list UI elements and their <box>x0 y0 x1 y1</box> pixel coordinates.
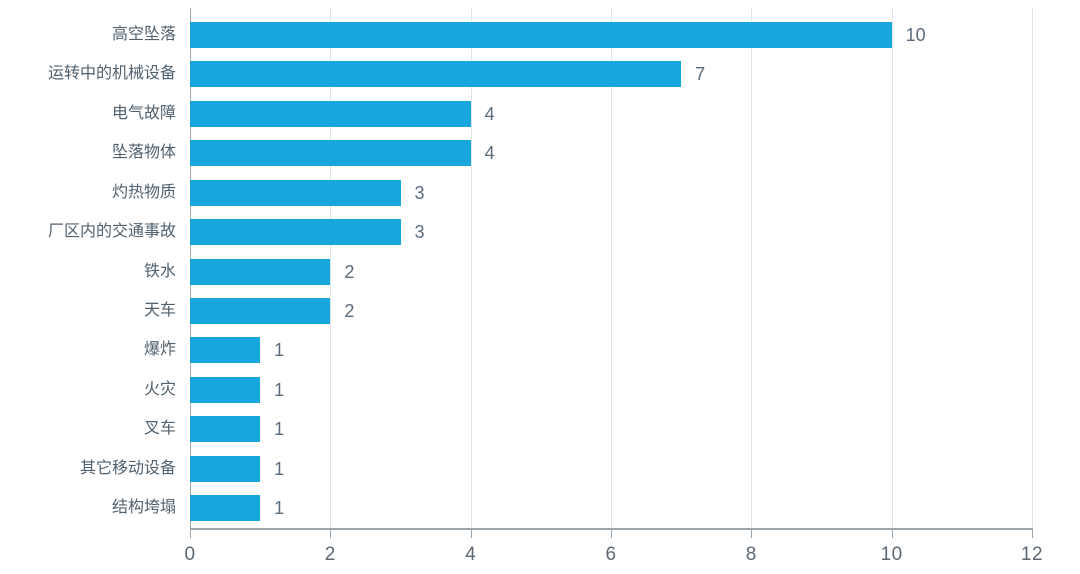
x-axis-tick-label: 4 <box>465 544 477 565</box>
value-label: 2 <box>344 301 355 322</box>
bar <box>190 455 261 482</box>
value-label: 4 <box>484 103 495 124</box>
x-axis-tick-label: 2 <box>324 544 336 565</box>
chart-row: 铁水 2 <box>0 252 1080 291</box>
bar <box>190 219 401 246</box>
chart-row: 火灾 1 <box>0 370 1080 409</box>
chart-row: 其它移动设备 1 <box>0 449 1080 488</box>
chart-row: 灼热物质 3 <box>0 173 1080 212</box>
chart-row: 坠落物体 4 <box>0 133 1080 172</box>
category-label: 灼热物质 <box>111 183 176 201</box>
x-axis-tick-label: 12 <box>1020 544 1044 565</box>
value-label: 1 <box>274 340 285 361</box>
x-axis-tick-label: 8 <box>745 544 757 565</box>
bar <box>190 416 261 443</box>
value-label: 1 <box>274 379 285 400</box>
chart-row: 高空坠落 10 <box>0 15 1080 54</box>
bar <box>190 100 471 127</box>
x-axis-tick-label: 6 <box>605 544 617 565</box>
bar <box>190 21 892 48</box>
gridline-x-2 <box>330 8 332 528</box>
value-label: 3 <box>414 222 425 243</box>
gridline-x-10 <box>891 8 893 528</box>
gridline-x-8 <box>751 8 753 528</box>
bar <box>190 258 331 285</box>
chart-row: 电气故障 4 <box>0 94 1080 133</box>
category-label: 其它移动设备 <box>79 459 176 477</box>
chart-row: 天车 2 <box>0 291 1080 330</box>
x-axis-tick <box>330 530 332 538</box>
category-label: 天车 <box>143 302 176 320</box>
gridline-x-12 <box>1032 8 1033 528</box>
chart-row: 运转中的机械设备 7 <box>0 54 1080 93</box>
bar <box>190 179 401 206</box>
bar <box>190 140 471 167</box>
category-label: 铁水 <box>143 262 176 280</box>
chart-row: 叉车 1 <box>0 410 1080 449</box>
value-label: 1 <box>274 458 285 479</box>
chart-row: 厂区内的交通事故 3 <box>0 212 1080 251</box>
value-label: 3 <box>414 182 425 203</box>
x-axis-tick <box>190 530 191 538</box>
category-label: 电气故障 <box>111 104 176 122</box>
category-label: 高空坠落 <box>111 25 176 43</box>
x-axis-tick <box>611 530 612 538</box>
category-label: 爆炸 <box>143 341 176 359</box>
chart-row: 爆炸 1 <box>0 331 1080 370</box>
x-axis-tick <box>751 530 753 538</box>
bar <box>190 61 682 88</box>
bar <box>190 376 261 403</box>
x-axis-tick-label: 0 <box>184 544 196 565</box>
bars-container: 高空坠落 10 运转中的机械设备 7 电气故障 4 坠落物体 4 灼热物质 3 厂区内的交通事故 3 铁… <box>0 15 1080 528</box>
category-label: 结构垮塌 <box>111 499 176 517</box>
value-label: 1 <box>274 498 285 519</box>
bar <box>190 337 261 364</box>
category-label: 叉车 <box>143 420 176 438</box>
category-label: 厂区内的交通事故 <box>47 223 176 241</box>
value-label: 7 <box>695 64 706 85</box>
bar <box>190 298 331 325</box>
value-label: 4 <box>484 143 495 164</box>
gridline-x-6 <box>611 8 612 528</box>
value-label: 2 <box>344 261 355 282</box>
value-label: 10 <box>905 24 926 45</box>
chart-row: 结构垮塌 1 <box>0 489 1080 528</box>
x-axis-line <box>190 528 1033 530</box>
x-axis-tick-label: 10 <box>880 544 903 565</box>
category-label: 运转中的机械设备 <box>47 65 176 83</box>
gridline-x-4 <box>470 8 472 528</box>
x-axis-tick <box>891 530 893 538</box>
category-label: 坠落物体 <box>111 144 176 162</box>
bar <box>190 495 261 522</box>
value-label: 1 <box>274 419 285 440</box>
x-axis-tick <box>1032 530 1033 538</box>
category-label: 火灾 <box>143 380 176 398</box>
x-axis-tick <box>470 530 472 538</box>
